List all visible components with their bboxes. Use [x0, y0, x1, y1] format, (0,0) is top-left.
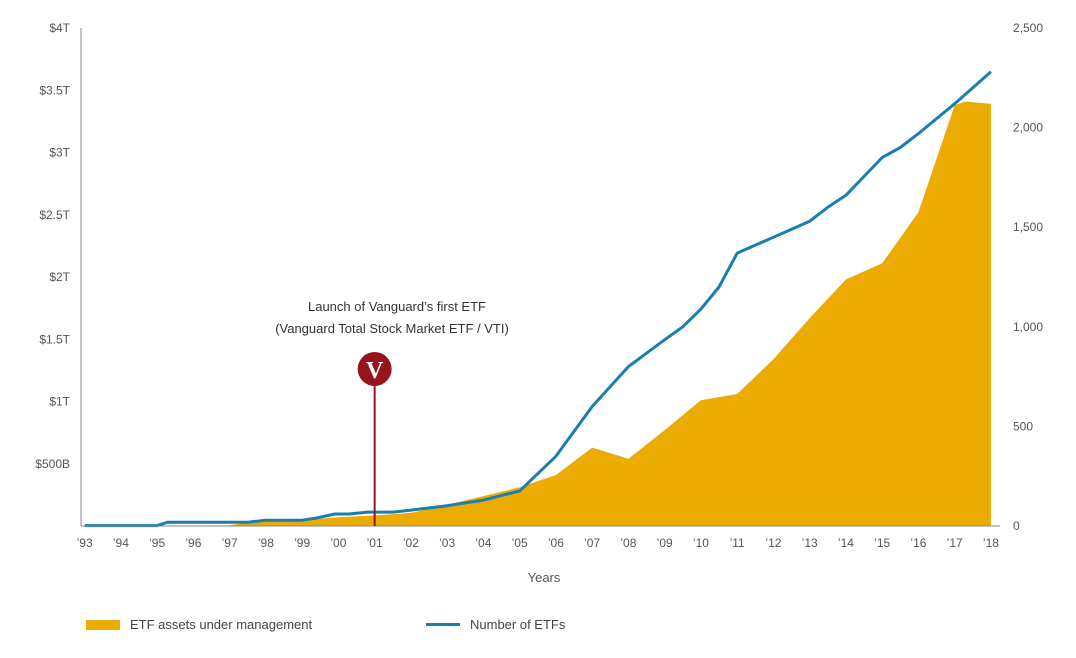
- y-left-tick-label: $1T: [49, 395, 70, 409]
- x-tick-label: ’12: [765, 536, 781, 550]
- aum-area: [84, 101, 991, 526]
- y-right-tick-label: 2,500: [1013, 21, 1043, 35]
- x-tick-label: ’16: [910, 536, 926, 550]
- x-tick-label: ’95: [149, 536, 165, 550]
- x-tick-label: ’10: [693, 536, 709, 550]
- y-right-tick-label: 500: [1013, 419, 1033, 433]
- etf-count-legend-swatch: [426, 623, 460, 626]
- x-tick-label: ’05: [512, 536, 528, 550]
- x-tick-label: ’08: [620, 536, 636, 550]
- y-right-tick-label: 1,500: [1013, 220, 1043, 234]
- annotation-line-1: Launch of Vanguard’s first ETF: [308, 299, 486, 314]
- x-tick-label: ’17: [947, 536, 963, 550]
- legend-item-etf-count: Number of ETFs: [426, 617, 565, 632]
- aum-area-layer: [84, 101, 991, 526]
- x-tick-label: ’98: [258, 536, 274, 550]
- vanguard-logo-icon: [357, 352, 392, 386]
- x-tick-label: ’94: [113, 536, 129, 550]
- x-axis-title: Years: [528, 570, 561, 585]
- x-tick-label: ’13: [802, 536, 818, 550]
- y-left-tick-label: $2.5T: [39, 208, 70, 222]
- x-tick-label: ’04: [475, 536, 491, 550]
- y-left-tick-label: $500B: [35, 457, 70, 471]
- etf-chart: $500B $1T $1.5T $2T $2.5T $3T $3.5T $4T 0 500 1,00…: [35, 21, 1043, 585]
- x-tick-label: ’18: [983, 536, 999, 550]
- y-left-tick-label: $2T: [49, 270, 70, 284]
- etf-count-legend-label: Number of ETFs: [470, 617, 566, 632]
- x-tick-label: ’00: [330, 536, 346, 550]
- y-left-tick-label: $3T: [49, 146, 70, 160]
- x-tick-label: ’11: [730, 536, 745, 550]
- y-left-tick-label: $4T: [49, 21, 70, 35]
- legend-item-aum: ETF assets under management: [86, 617, 312, 632]
- y-left-tick-label: $1.5T: [39, 332, 70, 346]
- x-tick-label: ’03: [439, 536, 455, 550]
- y-right-tick-label: 0: [1013, 519, 1020, 533]
- y-left-tick-label: $3.5T: [39, 83, 70, 97]
- x-tick-label: ’97: [222, 536, 238, 550]
- x-tick-label: ’06: [548, 536, 564, 550]
- y-right-tick-label: 1,000: [1013, 320, 1043, 334]
- x-tick-label: ’14: [838, 536, 854, 550]
- x-tick-label: ’07: [584, 536, 600, 550]
- x-tick-label: ’93: [77, 536, 93, 550]
- x-tick-label: ’02: [403, 536, 419, 550]
- x-tick-label: ’96: [185, 536, 201, 550]
- aum-legend-swatch: [86, 619, 120, 630]
- etf-count-line-layer: [84, 70, 992, 528]
- etf-count-line: [84, 70, 992, 528]
- x-tick-label: ’99: [294, 536, 310, 550]
- axes: $500B $1T $1.5T $2T $2.5T $3T $3.5T $4T 0 500 1,00…: [35, 21, 1043, 585]
- vti-annotation: V Launch of Vanguard’s first ETF (Vanguard…: [275, 299, 509, 526]
- aum-legend-label: ETF assets under management: [130, 617, 313, 632]
- vanguard-logo-letter: V: [366, 358, 384, 384]
- x-tick-label: ’09: [657, 536, 673, 550]
- annotation-line-2: (Vanguard Total Stock Market ETF / VTI): [275, 321, 509, 336]
- x-tick-label: ’15: [874, 536, 890, 550]
- y-right-tick-label: 2,000: [1013, 121, 1043, 135]
- x-tick-label: ’01: [367, 536, 383, 550]
